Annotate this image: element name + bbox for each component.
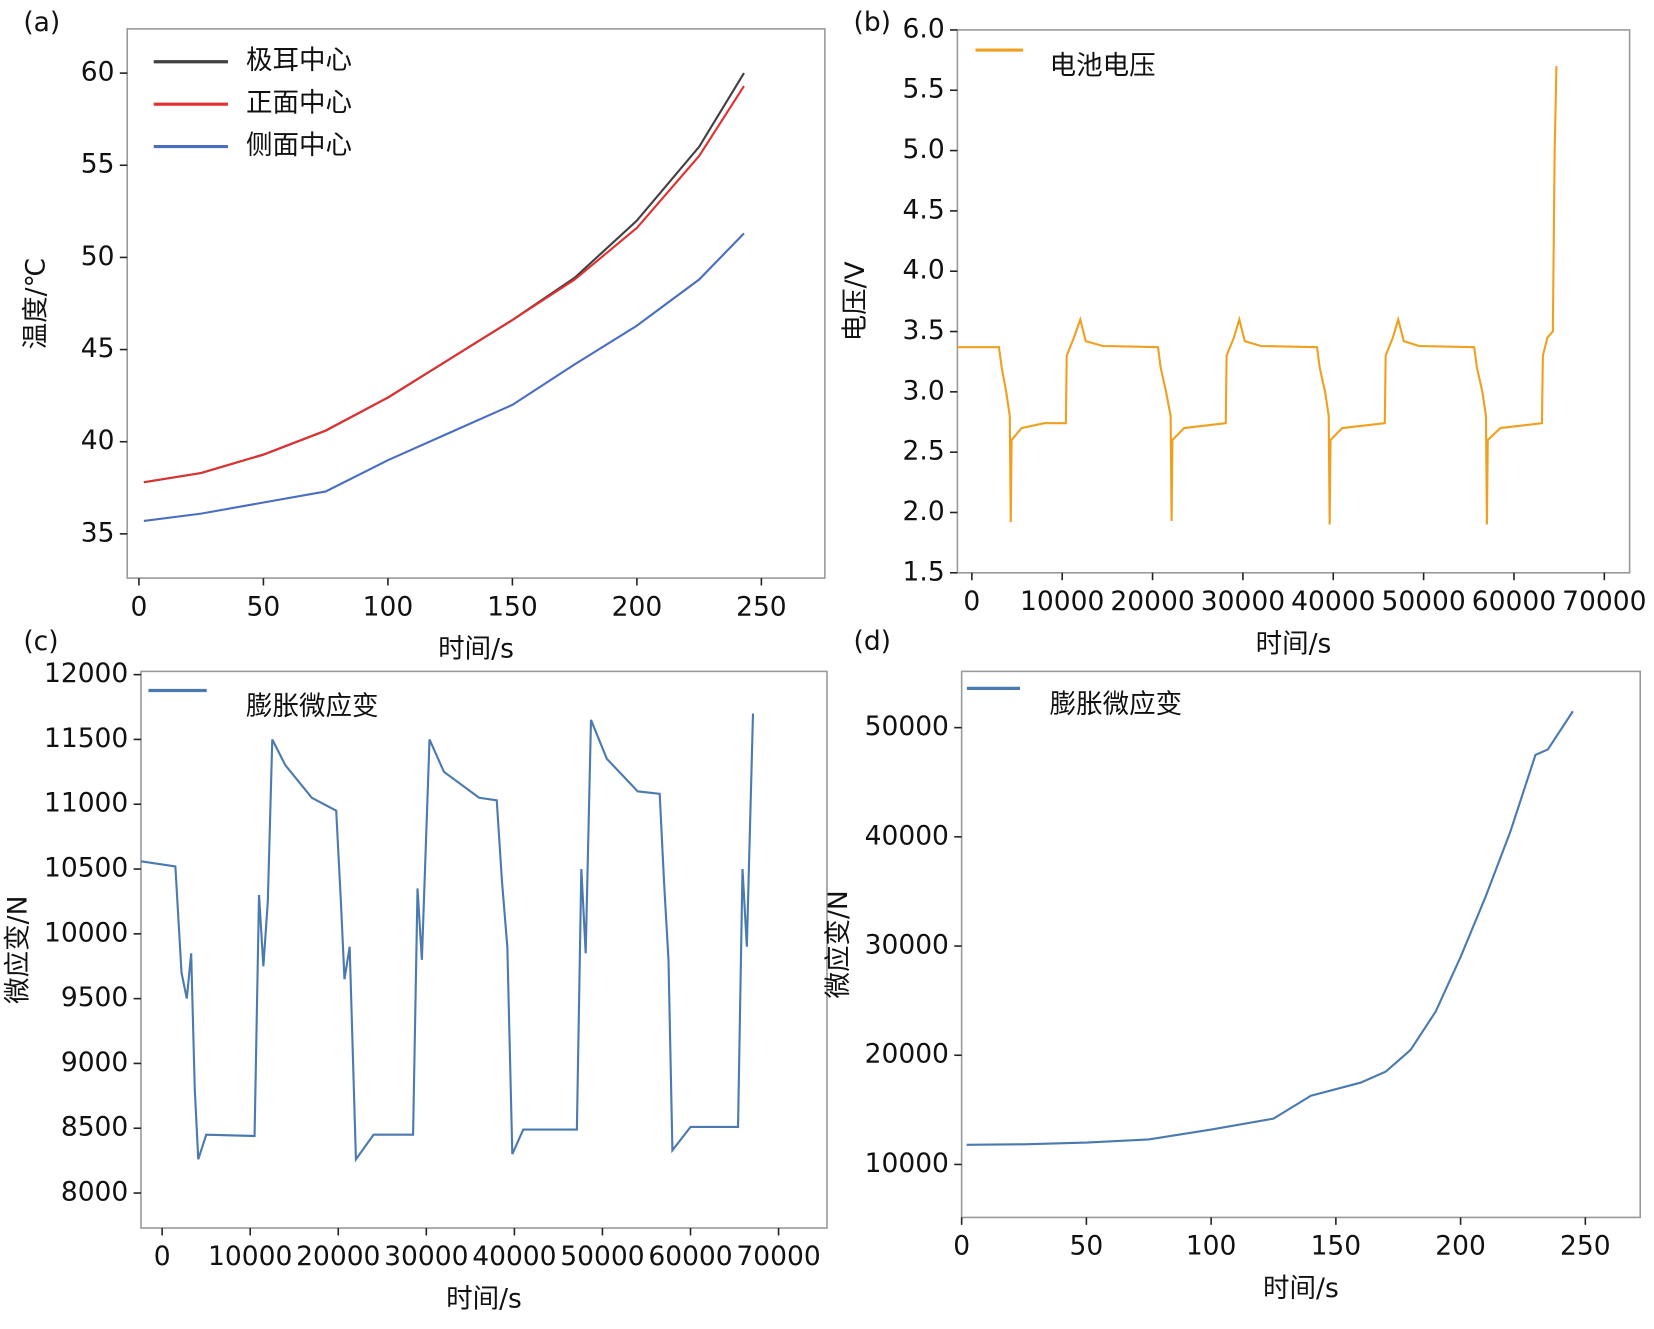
x-tick-label: 20000 [296,1241,380,1272]
plot-frame [126,28,826,579]
panel-label: (c) [23,626,58,657]
x-tick-label: 150 [1311,1231,1362,1262]
y-tick-label: 2.5 [903,436,945,467]
legend-label: 正面中心 [246,88,352,119]
y-axis-label: 微应变/N [823,890,854,998]
y-tick-label: 12000 [44,658,128,689]
y-tick-label: 9500 [61,982,128,1013]
x-tick-label: 250 [1560,1231,1611,1262]
y-tick-label: 6.0 [903,13,945,44]
x-tick-label: 0 [953,1231,970,1262]
x-tick-label: 100 [1186,1231,1237,1262]
series-line [966,710,1574,1146]
y-tick-label: 35 [81,517,115,548]
y-tick-label: 4.0 [903,255,945,286]
y-axis-label: 微应变/N [3,896,34,1004]
y-tick-label: 11000 [44,788,128,819]
series-line [957,66,1558,525]
x-axis-label: 时间/s [446,1284,522,1315]
y-tick-label: 1.5 [903,556,945,587]
y-tick-label: 4.5 [903,194,945,225]
plot-frame [960,670,1642,1219]
x-tick-label: 100 [363,591,414,622]
y-tick-label: 10000 [44,917,128,948]
x-axis-label: 时间/s [1256,628,1332,659]
y-tick-label: 3.5 [903,315,945,346]
y-tick-label: 10500 [44,853,128,884]
plot-frame [956,29,1631,574]
y-tick-label: 40000 [865,820,949,851]
y-tick-label: 9000 [61,1047,128,1078]
x-tick-label: 0 [154,1241,171,1272]
x-tick-label: 70000 [1562,586,1646,617]
x-tick-label: 30000 [1201,586,1285,617]
x-tick-label: 10000 [1020,586,1104,617]
panel-label: (d) [854,626,892,657]
y-tick-label: 40 [81,425,115,456]
legend-label: 膨胀微应变 [1050,689,1183,720]
legend-label: 膨胀微应变 [246,691,379,722]
y-tick-label: 11500 [44,723,128,754]
x-axis-label: 时间/s [1263,1273,1339,1304]
y-tick-label: 8500 [61,1112,128,1143]
y-axis-label: 电压/V [840,261,871,341]
panel-label: (a) [23,7,60,38]
y-tick-label: 8000 [61,1177,128,1208]
y-tick-label: 3.0 [903,375,945,406]
x-tick-label: 60000 [648,1241,732,1272]
panel-label: (b) [854,7,892,38]
legend-label: 极耳中心 [246,45,352,76]
x-tick-label: 50000 [560,1241,644,1272]
y-tick-label: 45 [81,333,115,364]
y-tick-label: 50000 [865,711,949,742]
x-tick-label: 0 [963,586,980,617]
x-tick-label: 20000 [1110,586,1194,617]
y-axis-label: 温度/℃ [21,258,52,350]
x-tick-label: 250 [736,591,787,622]
x-tick-label: 40000 [472,1241,556,1272]
x-tick-label: 60000 [1472,586,1556,617]
y-tick-label: 5.5 [903,74,945,105]
x-tick-label: 0 [130,591,147,622]
y-tick-label: 50 [81,241,115,272]
legend-label: 侧面中心 [246,130,352,161]
x-tick-label: 50 [1070,1231,1104,1262]
y-tick-label: 5.0 [903,134,945,165]
y-tick-label: 20000 [865,1039,949,1070]
x-tick-label: 70000 [736,1241,820,1272]
y-tick-label: 2.0 [903,496,945,527]
series-line [143,232,745,522]
x-tick-label: 50000 [1381,586,1465,617]
x-tick-label: 150 [487,591,538,622]
y-tick-label: 30000 [865,930,949,961]
x-tick-label: 40000 [1291,586,1375,617]
legend-label: 电池电压 [1050,51,1156,82]
y-tick-label: 10000 [865,1148,949,1179]
y-tick-label: 60 [81,57,115,88]
x-tick-label: 200 [612,591,663,622]
x-tick-label: 50 [247,591,281,622]
x-tick-label: 10000 [208,1241,292,1272]
series-line [143,72,745,484]
x-tick-label: 30000 [384,1241,468,1272]
y-tick-label: 55 [81,149,115,180]
x-axis-label: 时间/s [438,634,514,665]
series-line [140,713,755,1163]
series-line [143,85,745,484]
plot-frame [140,670,828,1229]
x-tick-label: 200 [1435,1231,1486,1262]
